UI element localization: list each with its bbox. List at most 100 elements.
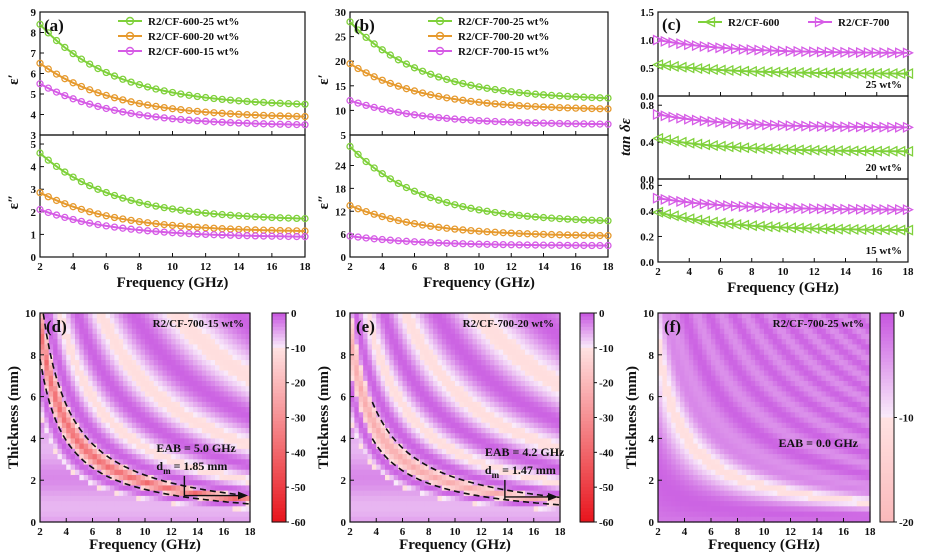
heat-cell <box>92 490 98 497</box>
heat-cell <box>215 365 220 372</box>
heat-cell <box>149 370 155 377</box>
heat-cell <box>476 370 482 377</box>
heat-cell <box>118 427 124 434</box>
heat-cell <box>424 333 430 340</box>
heat-cell <box>520 422 526 429</box>
heat-cell <box>516 495 522 502</box>
heat-cell <box>44 354 50 361</box>
heat-cell <box>61 339 67 345</box>
heat-cell <box>380 407 386 413</box>
series-marker <box>362 157 370 166</box>
heat-cell <box>367 516 373 523</box>
heat-cell <box>446 459 452 466</box>
heat-cell <box>485 391 491 398</box>
heat-cell <box>223 396 229 403</box>
heat-cell <box>529 506 535 513</box>
heat-cell <box>158 438 164 445</box>
heat-cell <box>472 318 478 325</box>
heat-cell <box>481 323 487 330</box>
heat-cell <box>363 433 369 439</box>
heat-cell <box>232 360 238 366</box>
heat-cell <box>525 511 530 518</box>
heat-cell <box>228 438 234 445</box>
heat-cell <box>193 464 199 471</box>
heat-cell <box>114 323 120 330</box>
heat-cell <box>538 407 544 413</box>
heat-cell <box>542 454 548 460</box>
heat-cell <box>371 454 377 460</box>
heat-cell <box>411 370 417 377</box>
heat-cell <box>463 427 469 434</box>
heat-cell <box>658 443 664 450</box>
heat-cell <box>658 422 664 429</box>
heat-cell <box>70 506 76 513</box>
heat-cell <box>551 354 557 361</box>
y-tick-label: 15 <box>335 81 347 93</box>
heat-cell <box>551 407 557 413</box>
heat-cell <box>350 490 355 497</box>
heat-cell <box>459 501 465 507</box>
heat-cell <box>350 401 355 408</box>
colorbar-cell <box>580 466 594 471</box>
heat-cell <box>428 323 434 330</box>
colorbar-cell <box>580 403 594 408</box>
heat-cell <box>424 454 430 460</box>
heat-cell <box>88 433 94 439</box>
heat-cell <box>105 474 111 481</box>
heat-cell <box>476 454 482 460</box>
colorbar-cell <box>272 511 286 516</box>
heat-cell <box>236 516 242 523</box>
heat-cell <box>555 375 561 382</box>
heat-cell <box>219 511 225 518</box>
heat-cell <box>529 386 535 392</box>
heat-cell <box>358 407 364 413</box>
x-tick-label: 18 <box>245 526 257 538</box>
heat-cell <box>215 344 220 351</box>
heat-cell <box>555 365 561 372</box>
heat-cell <box>131 438 137 445</box>
heat-cell <box>424 474 430 481</box>
heat-cell <box>498 318 504 325</box>
heat-cell <box>533 454 539 460</box>
heat-cell <box>166 516 172 523</box>
heat-cell <box>145 412 150 419</box>
series-marker <box>467 81 475 89</box>
marker-right-triangle <box>660 193 672 205</box>
colorbar-cell <box>272 403 286 408</box>
heat-cell <box>658 474 664 481</box>
heat-cell <box>79 469 85 476</box>
heat-cell <box>450 412 456 419</box>
heat-cell <box>162 412 168 419</box>
heat-cell <box>363 386 369 392</box>
series-marker <box>243 111 251 119</box>
series-marker <box>596 120 604 128</box>
heat-cell <box>393 396 399 403</box>
heat-cell <box>158 464 164 471</box>
heat-cell <box>75 375 80 382</box>
heat-cell <box>140 438 146 445</box>
heat-cell <box>153 318 159 325</box>
series-marker <box>160 228 168 236</box>
colorbar-cell <box>580 487 594 492</box>
heat-cell <box>136 407 142 413</box>
heat-cell <box>92 349 98 356</box>
heat-cell <box>520 365 526 372</box>
colorbar-cell <box>580 372 594 377</box>
heat-cell <box>555 433 561 439</box>
colorbar-cell <box>272 319 286 325</box>
heat-cell <box>666 333 672 340</box>
heat-cell <box>114 495 120 502</box>
series-marker <box>435 113 443 122</box>
heat-cell <box>507 501 513 507</box>
series-marker <box>475 206 483 214</box>
heat-cell <box>546 459 552 466</box>
heat-cell <box>371 328 377 335</box>
heat-cell <box>70 360 76 366</box>
heat-cell <box>424 386 430 392</box>
heat-cell <box>223 422 229 429</box>
heat-cell <box>188 375 194 382</box>
heat-cell <box>127 412 133 419</box>
heat-cell <box>245 474 251 481</box>
heat-cell <box>180 433 185 439</box>
heat-cell <box>88 313 94 319</box>
